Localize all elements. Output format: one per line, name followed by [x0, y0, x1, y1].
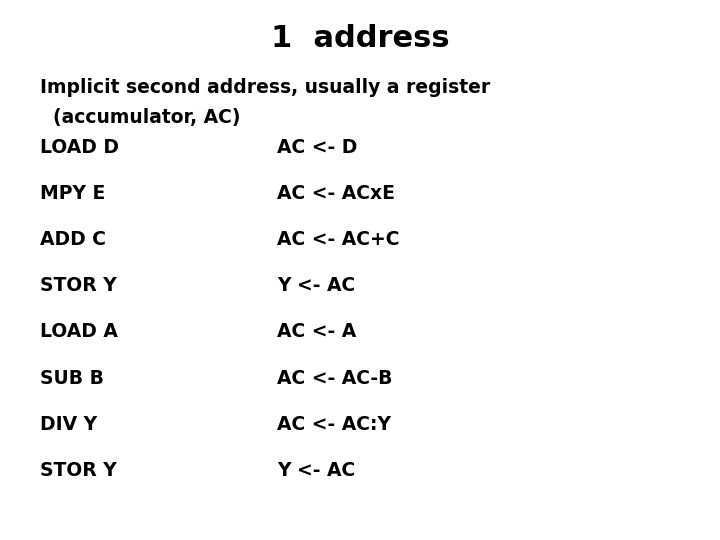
- Text: Implicit second address, usually a register: Implicit second address, usually a regis…: [40, 78, 490, 97]
- Text: MPY E: MPY E: [40, 184, 105, 203]
- Text: LOAD D: LOAD D: [40, 138, 119, 157]
- Text: AC <- ACxE: AC <- ACxE: [277, 184, 395, 203]
- Text: Y <- AC: Y <- AC: [277, 276, 356, 295]
- Text: AC <- AC+C: AC <- AC+C: [277, 230, 400, 249]
- Text: AC <- AC-B: AC <- AC-B: [277, 369, 392, 388]
- Text: SUB B: SUB B: [40, 369, 104, 388]
- Text: 1  address: 1 address: [271, 24, 449, 53]
- Text: DIV Y: DIV Y: [40, 415, 96, 434]
- Text: STOR Y: STOR Y: [40, 276, 117, 295]
- Text: LOAD A: LOAD A: [40, 322, 117, 341]
- Text: STOR Y: STOR Y: [40, 461, 117, 480]
- Text: (accumulator, AC): (accumulator, AC): [40, 108, 240, 127]
- Text: AC <- D: AC <- D: [277, 138, 358, 157]
- Text: ADD C: ADD C: [40, 230, 106, 249]
- Text: AC <- A: AC <- A: [277, 322, 356, 341]
- Text: AC <- AC:Y: AC <- AC:Y: [277, 415, 391, 434]
- Text: Y <- AC: Y <- AC: [277, 461, 356, 480]
